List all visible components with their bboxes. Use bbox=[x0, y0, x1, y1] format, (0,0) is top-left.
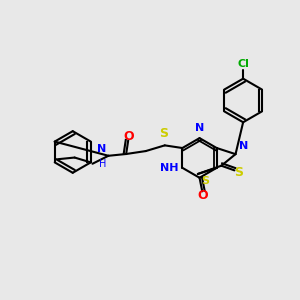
Text: NH: NH bbox=[160, 163, 178, 173]
Text: S: S bbox=[159, 128, 168, 140]
Text: Cl: Cl bbox=[237, 59, 249, 69]
Text: N: N bbox=[238, 141, 248, 151]
Text: N: N bbox=[97, 144, 106, 154]
Text: S: S bbox=[201, 176, 209, 186]
Text: H: H bbox=[99, 159, 106, 169]
Text: O: O bbox=[198, 189, 208, 202]
Text: N: N bbox=[195, 123, 204, 133]
Text: O: O bbox=[124, 130, 134, 143]
Text: S: S bbox=[235, 166, 244, 178]
